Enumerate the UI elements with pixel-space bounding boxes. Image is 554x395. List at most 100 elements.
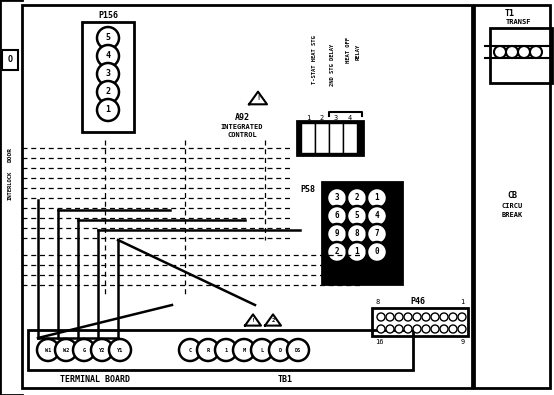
Text: D: D — [279, 348, 281, 352]
Circle shape — [347, 188, 367, 208]
Text: CB: CB — [507, 192, 517, 201]
Text: 6: 6 — [335, 211, 339, 220]
Circle shape — [377, 325, 385, 333]
Circle shape — [347, 224, 367, 244]
Circle shape — [347, 206, 367, 226]
Text: 2: 2 — [335, 248, 339, 256]
Text: TRANSF: TRANSF — [505, 19, 531, 25]
Circle shape — [518, 46, 530, 58]
Text: 2: 2 — [271, 318, 275, 322]
Text: 16: 16 — [375, 339, 383, 345]
Text: 1: 1 — [306, 115, 310, 121]
Text: 5: 5 — [355, 211, 360, 220]
Circle shape — [215, 339, 237, 361]
Text: W1: W1 — [45, 348, 51, 352]
Circle shape — [413, 325, 421, 333]
Circle shape — [367, 242, 387, 262]
Text: CIRCU: CIRCU — [501, 203, 522, 209]
Text: TERMINAL BOARD: TERMINAL BOARD — [60, 376, 130, 384]
Bar — [301, 123, 315, 153]
Circle shape — [97, 63, 119, 85]
Circle shape — [494, 46, 506, 58]
Text: RELAY: RELAY — [356, 44, 361, 60]
Text: A92: A92 — [234, 113, 249, 122]
Circle shape — [97, 45, 119, 67]
Circle shape — [449, 325, 457, 333]
Circle shape — [367, 188, 387, 208]
Bar — [82, 22, 134, 132]
Circle shape — [395, 313, 403, 321]
Circle shape — [413, 313, 421, 321]
Circle shape — [458, 325, 466, 333]
Text: 8: 8 — [376, 299, 380, 305]
Circle shape — [431, 325, 439, 333]
Circle shape — [269, 339, 291, 361]
Text: 9: 9 — [461, 339, 465, 345]
Bar — [2, 50, 18, 70]
Bar — [315, 123, 329, 153]
Text: Y1: Y1 — [117, 348, 123, 352]
Text: !: ! — [252, 318, 255, 322]
Text: CONTROL: CONTROL — [227, 132, 257, 138]
Circle shape — [55, 339, 77, 361]
Bar — [22, 5, 472, 388]
Text: 2: 2 — [105, 88, 110, 96]
Bar — [297, 121, 363, 155]
Text: 3: 3 — [334, 115, 338, 121]
Text: G: G — [83, 348, 85, 352]
Circle shape — [367, 224, 387, 244]
Text: O: O — [8, 56, 13, 64]
Text: DS: DS — [295, 348, 301, 352]
Text: W2: W2 — [63, 348, 69, 352]
Text: 7: 7 — [375, 229, 379, 239]
Circle shape — [458, 313, 466, 321]
Circle shape — [97, 99, 119, 121]
Text: 5: 5 — [105, 34, 110, 43]
Text: TB1: TB1 — [278, 376, 293, 384]
Circle shape — [440, 313, 448, 321]
Circle shape — [97, 81, 119, 103]
Text: HEAT OFF: HEAT OFF — [346, 37, 351, 63]
Bar — [322, 182, 402, 284]
Circle shape — [327, 188, 347, 208]
Circle shape — [377, 313, 385, 321]
Circle shape — [530, 46, 542, 58]
Text: 4: 4 — [348, 115, 352, 121]
Circle shape — [422, 313, 430, 321]
Text: 2: 2 — [355, 194, 360, 203]
Text: P58: P58 — [300, 186, 315, 194]
Bar — [343, 123, 357, 153]
Text: C: C — [188, 348, 192, 352]
Bar — [329, 123, 343, 153]
Bar — [28, 330, 413, 370]
Bar — [372, 308, 468, 336]
Circle shape — [251, 339, 273, 361]
Text: 1: 1 — [375, 194, 379, 203]
Text: P46: P46 — [411, 297, 425, 307]
Text: M: M — [243, 348, 245, 352]
Circle shape — [327, 242, 347, 262]
Circle shape — [367, 206, 387, 226]
Text: 9: 9 — [335, 229, 339, 239]
Circle shape — [287, 339, 309, 361]
Circle shape — [449, 313, 457, 321]
Text: 0: 0 — [375, 248, 379, 256]
Circle shape — [91, 339, 113, 361]
Circle shape — [431, 313, 439, 321]
Text: 4: 4 — [375, 211, 379, 220]
Text: 3: 3 — [105, 70, 110, 79]
Text: 4: 4 — [105, 51, 110, 60]
Circle shape — [327, 206, 347, 226]
Text: T1: T1 — [505, 9, 515, 19]
Circle shape — [73, 339, 95, 361]
Circle shape — [386, 313, 394, 321]
Text: 2ND STG DELAY: 2ND STG DELAY — [330, 44, 335, 86]
Text: 1: 1 — [224, 348, 228, 352]
Text: P156: P156 — [98, 11, 118, 19]
Text: 1: 1 — [460, 299, 464, 305]
Text: 1: 1 — [355, 248, 360, 256]
Text: 2: 2 — [320, 115, 324, 121]
Circle shape — [440, 325, 448, 333]
Text: DOOR: DOOR — [8, 147, 13, 162]
Text: R: R — [207, 348, 209, 352]
